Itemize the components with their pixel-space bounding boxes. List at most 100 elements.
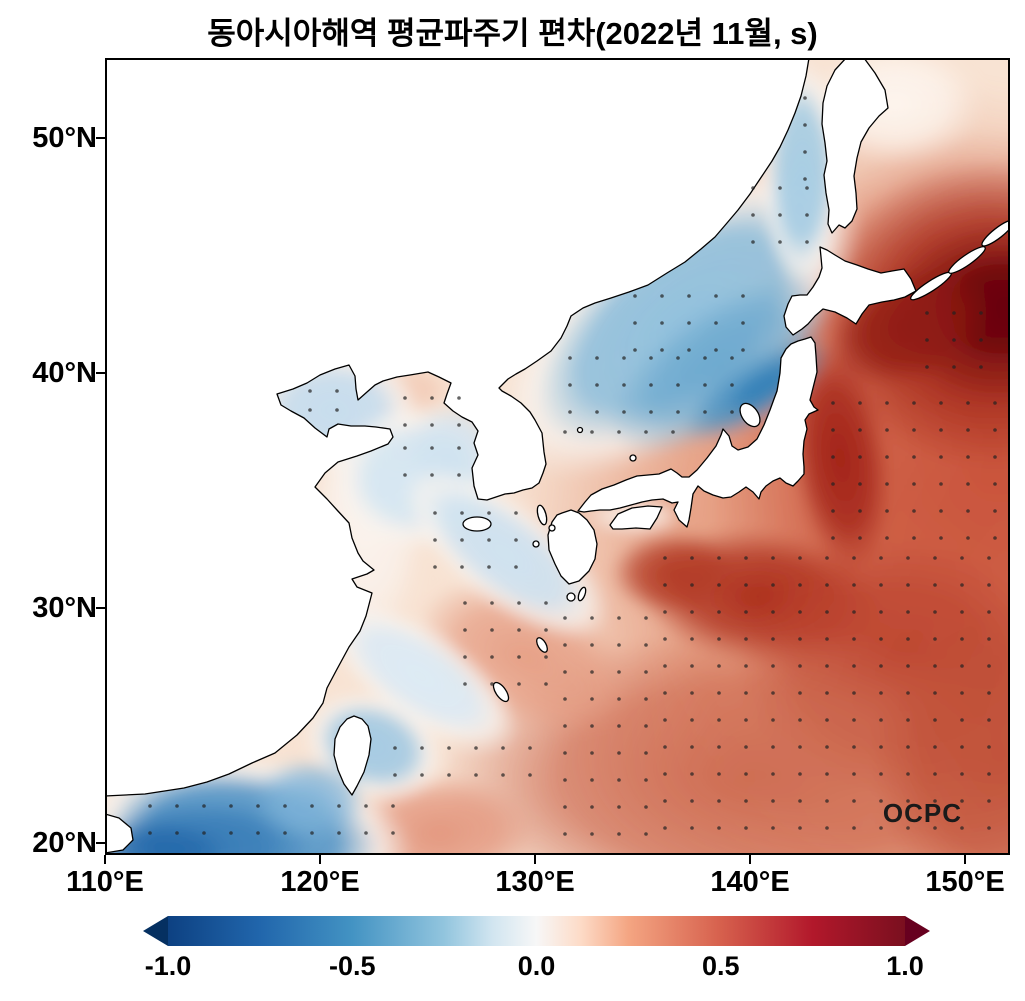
x-axis-label: 110°E	[66, 866, 144, 898]
stipple-dot	[202, 804, 206, 808]
stipple-dot	[825, 637, 829, 641]
stipple-dot	[987, 664, 991, 668]
stipple-dot	[939, 536, 943, 540]
stipple-dot	[310, 804, 314, 808]
stipple-dot	[771, 637, 775, 641]
stipple-dot	[803, 177, 807, 181]
stipple-dot	[730, 383, 734, 387]
y-axis-label: 30°N	[32, 591, 97, 624]
stipple-dot	[644, 670, 648, 674]
stipple-dot	[563, 751, 567, 755]
island-jeju	[462, 516, 492, 532]
stipple-dot	[568, 383, 572, 387]
stipple-dot	[633, 294, 637, 298]
stipple-dot	[690, 772, 694, 776]
stipple-dot	[714, 294, 718, 298]
island-kuril-2	[948, 246, 986, 274]
stipple-dot	[952, 311, 956, 315]
stipple-dot	[987, 637, 991, 641]
stipple-dot	[912, 401, 916, 405]
stipple-dot	[335, 389, 339, 393]
stipple-dot	[717, 826, 721, 830]
stipple-dot	[912, 455, 916, 459]
anomaly-region-sanriku-coast-positive	[789, 343, 891, 573]
stipple-dot	[420, 773, 424, 777]
stipple-dot	[457, 446, 461, 450]
stipple-dot	[430, 446, 434, 450]
stipple-dot	[644, 778, 648, 782]
stipple-dot	[852, 772, 856, 776]
stipple-dot	[966, 455, 970, 459]
stipple-dot	[308, 389, 312, 393]
y-axis-tick	[96, 841, 105, 844]
stipple-dot	[744, 772, 748, 776]
stipple-dot	[825, 664, 829, 668]
stipple-dot	[952, 365, 956, 369]
stipple-dot	[987, 691, 991, 695]
stipple-dot	[852, 799, 856, 803]
colorbar-gradient-bar	[168, 916, 905, 946]
stipple-dot	[906, 556, 910, 560]
stipple-dot	[906, 745, 910, 749]
stipple-dot	[906, 610, 910, 614]
coastline-sakhalin	[821, 58, 889, 234]
stipple-dot	[825, 691, 829, 695]
stipple-dot	[771, 583, 775, 587]
stipple-dot	[825, 583, 829, 587]
stipple-dot	[660, 348, 664, 352]
stipple-dot	[966, 509, 970, 513]
stipple-dot	[590, 697, 594, 701]
stipple-dot	[906, 664, 910, 668]
stipple-dot	[906, 583, 910, 587]
stipple-dot	[925, 311, 929, 315]
stipple-dot	[487, 538, 491, 542]
anomaly-region-korea-strait-negative	[401, 466, 609, 640]
island-ulleung	[576, 426, 584, 434]
stipple-dot	[798, 772, 802, 776]
stipple-dot	[933, 745, 937, 749]
stipple-dot	[979, 338, 983, 342]
stipple-dot	[744, 556, 748, 560]
stipple-dot	[771, 691, 775, 695]
stipple-dot	[622, 410, 626, 414]
stipple-dot	[912, 428, 916, 432]
stipple-dot	[803, 96, 807, 100]
colorbar	[143, 916, 930, 946]
stipple-dot	[335, 408, 339, 412]
stipple-dot	[463, 601, 467, 605]
island-iki	[548, 524, 556, 532]
coastline-taiwan	[333, 715, 372, 796]
stipple-dot	[617, 724, 621, 728]
stipple-dot	[690, 610, 694, 614]
stipple-dot	[912, 482, 916, 486]
stipple-dot	[771, 556, 775, 560]
stipple-dot	[751, 240, 755, 244]
stipple-dot	[310, 831, 314, 835]
stipple-dot	[617, 616, 621, 620]
significance-stipple-dots	[148, 96, 997, 836]
stipple-dot	[490, 655, 494, 659]
stipple-dot	[433, 511, 437, 515]
anomaly-map	[105, 58, 1010, 855]
coastline-mainland-asia	[105, 58, 810, 797]
stipple-dot	[858, 509, 862, 513]
stipple-dot	[933, 718, 937, 722]
x-axis-label: 130°E	[495, 866, 575, 898]
stipple-dot	[644, 697, 648, 701]
stipple-dot	[447, 746, 451, 750]
island-oki	[629, 454, 637, 462]
stipple-dot	[663, 691, 667, 695]
stipple-dot	[987, 556, 991, 560]
stipple-dot	[798, 664, 802, 668]
stipple-dot	[751, 186, 755, 190]
stipple-dot	[487, 511, 491, 515]
stipple-dot	[831, 401, 835, 405]
stipple-dot	[879, 772, 883, 776]
stipple-dot	[617, 430, 621, 434]
stipple-dot	[885, 401, 889, 405]
stipple-dot	[771, 664, 775, 668]
stipple-dot	[676, 383, 680, 387]
anomaly-field	[105, 58, 1010, 855]
stipple-dot	[852, 718, 856, 722]
anomaly-region-south-china-coast-min	[105, 820, 228, 855]
